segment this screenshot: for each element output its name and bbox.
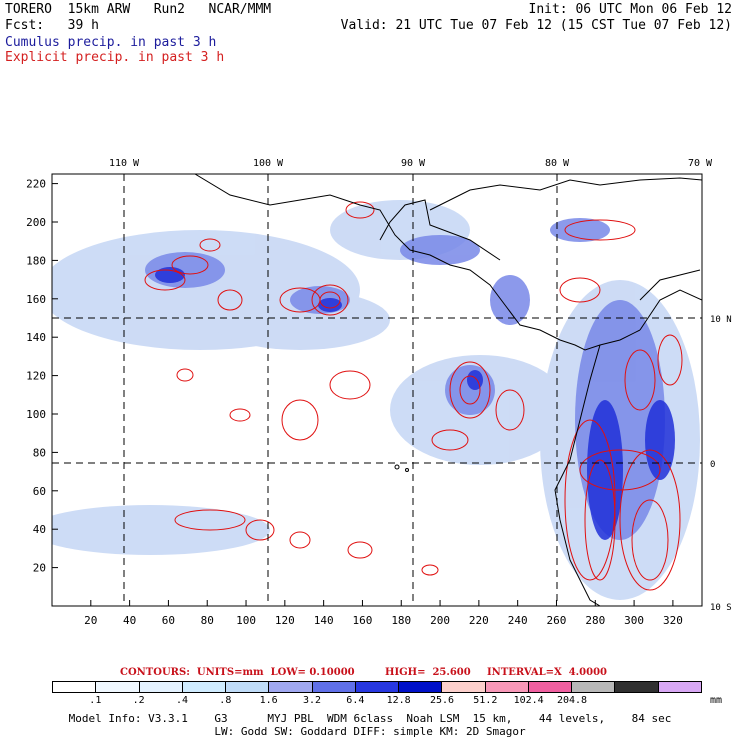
valid-time: Valid: 21 UTC Tue 07 Feb 12 (15 CST Tue … [340,18,732,33]
x-label: 40 [123,614,136,627]
color-scale-label: 1.6 [259,695,278,706]
init-time: Init: 06 UTC Mon 06 Feb 12 [528,2,733,17]
color-scale-swatch [226,682,270,692]
x-label: 160 [353,614,373,627]
lat-label-10n: 10 N [710,315,732,325]
color-scale-swatch [53,682,97,692]
y-label: 160 [26,293,46,306]
color-scale-swatch [269,682,313,692]
explicit-precip-contours [144,201,683,591]
color-scale-swatch [312,682,356,692]
physics-info: LW: Godd SW: Goddard DIFF: simple KM: 2D… [214,725,526,738]
y-label: 200 [26,216,46,229]
x-label: 220 [469,614,489,627]
lon-label-90w: 90 W [401,158,426,169]
color-scale-label: 6.4 [346,695,365,706]
contours-units: CONTOURS: UNITS=mm LOW= 0.10000 [120,667,355,678]
color-scale-label: 51.2 [473,695,498,706]
legend-cumulus: Cumulus precip. in past 3 h [5,35,217,50]
color-scale-label: 204.8 [556,695,588,706]
x-label: 260 [547,614,567,627]
color-scale-swatch [485,682,529,692]
color-scale-unit: mm [709,695,723,706]
x-label: 60 [162,614,175,627]
coastlines [194,174,702,606]
y-label: 60 [33,485,46,498]
map-frame [51,173,703,607]
color-scale-swatch [96,682,140,692]
color-scale-label: 25.6 [429,695,455,706]
contours-interval: INTERVAL=X 4.0000 [487,667,607,678]
color-scale-label: 12.8 [386,695,411,706]
y-label: 140 [26,331,46,344]
color-scale-swatch [355,682,400,692]
lon-label-100w: 100 W [253,158,284,169]
x-label: 320 [663,614,683,627]
contours-high: HIGH= 25.600 [385,667,471,678]
color-scale-swatch [442,682,486,692]
x-label: 140 [314,614,334,627]
y-label: 120 [26,370,46,383]
color-scale-label: .2 [132,695,145,706]
y-label: 80 [33,446,46,459]
color-scale-swatch [658,682,701,692]
y-label: 40 [33,523,46,536]
lat-lon-grid [52,174,702,606]
y-label: 180 [26,254,46,267]
color-scale-label: .1 [89,695,102,706]
legend-explicit: Explicit precip. in past 3 h [5,50,225,65]
lon-label-80w: 80 W [545,158,570,169]
color-scale-swatch [528,682,573,692]
x-label: 200 [430,614,450,627]
x-label: 240 [508,614,528,627]
color-scale-label: .4 [175,695,189,706]
x-label: 20 [84,614,97,627]
color-scale-label: 3.2 [302,695,322,706]
axis-ticks [52,183,674,606]
x-label: 180 [391,614,411,627]
color-scale-label: 102.4 [513,695,544,706]
x-label: 300 [624,614,644,627]
x-label: 100 [236,614,256,627]
precip-field [52,174,702,606]
color-scale-swatch [615,682,659,692]
y-label: 220 [26,178,46,191]
lat-label-0: 0 [710,460,715,470]
x-label: 80 [201,614,214,627]
color-scale-swatch [572,682,616,692]
run-title: TORERO 15km ARW Run2 NCAR/MMM [5,2,272,17]
forecast-hour: Fcst: 39 h [5,18,99,33]
lat-label-10s: 10 S [710,603,732,613]
color-scale-swatch [139,682,183,692]
color-scale-label: .8 [219,695,232,706]
x-label: 120 [275,614,295,627]
y-label: 20 [33,562,46,575]
lon-label-70w: 70 W [688,158,713,169]
x-label: 280 [585,614,605,627]
model-info: Model Info: V3.3.1 G3 MYJ PBL WDM 6class… [68,712,672,725]
y-label: 100 [26,408,46,421]
y-axis-labels: 220 200 180 160 140 120 100 80 60 40 20 [26,178,46,575]
lon-label-110w: 110 W [109,158,140,169]
precip-map: 110 W 100 W 90 W 80 W 70 W 10 N 0 10 S 2… [26,158,732,627]
x-axis-labels: 20 40 60 80 100 120 140 160 180 200 220 240 260 280 30… [84,614,683,627]
color-scale-swatch [182,682,227,692]
color-scale-bar [52,681,702,693]
color-scale-swatch [399,682,443,692]
